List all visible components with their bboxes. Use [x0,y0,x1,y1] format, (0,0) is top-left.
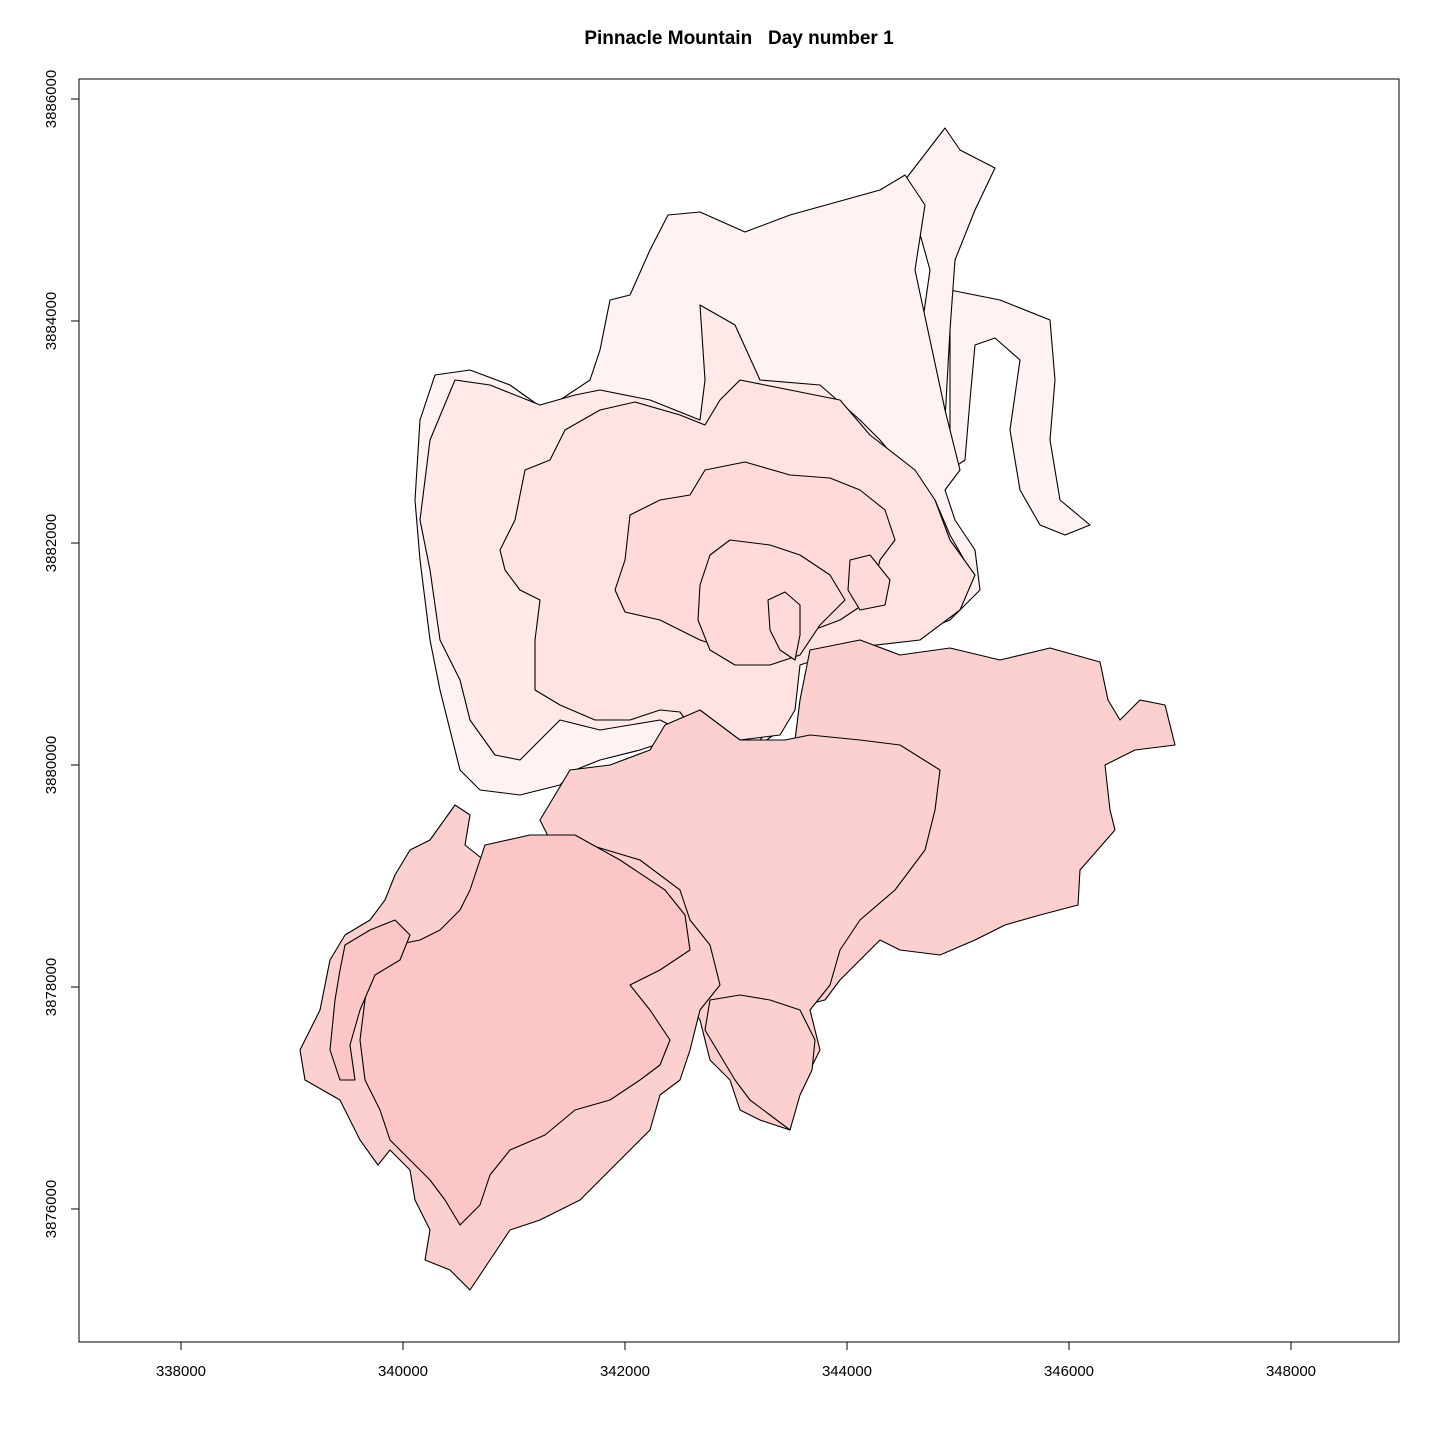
x-tick-label: 346000 [1044,1363,1094,1380]
perimeter-north-small-east [847,554,891,611]
y-tick-label: 3876000 [43,1180,60,1238]
x-axis: 338000 340000 342000 344000 346000 348000 [156,1342,1316,1380]
perimeter-north-east-finger [949,289,1091,536]
y-tick-label: 3878000 [43,958,60,1016]
y-tick-label: 3882000 [43,514,60,572]
x-tick-label: 344000 [822,1363,872,1380]
y-axis: 3876000 3878000 3880000 3882000 3884000 38860… [43,70,79,1238]
perimeter-south-lobe [704,994,816,1131]
perimeter-north-hotspot [767,591,801,661]
x-tick-label: 348000 [1266,1363,1316,1380]
map-title: Pinnacle Mountain Day number 1 [584,28,894,49]
y-tick-label: 3884000 [43,292,60,350]
y-tick-label: 3880000 [43,736,60,794]
x-tick-label: 342000 [600,1363,650,1380]
plot-frame [78,78,1400,1343]
perimeter-south-west-inner-edge [329,919,411,1081]
x-tick-label: 338000 [156,1363,206,1380]
x-tick-label: 340000 [378,1363,428,1380]
y-tick-label: 3886000 [43,70,60,128]
